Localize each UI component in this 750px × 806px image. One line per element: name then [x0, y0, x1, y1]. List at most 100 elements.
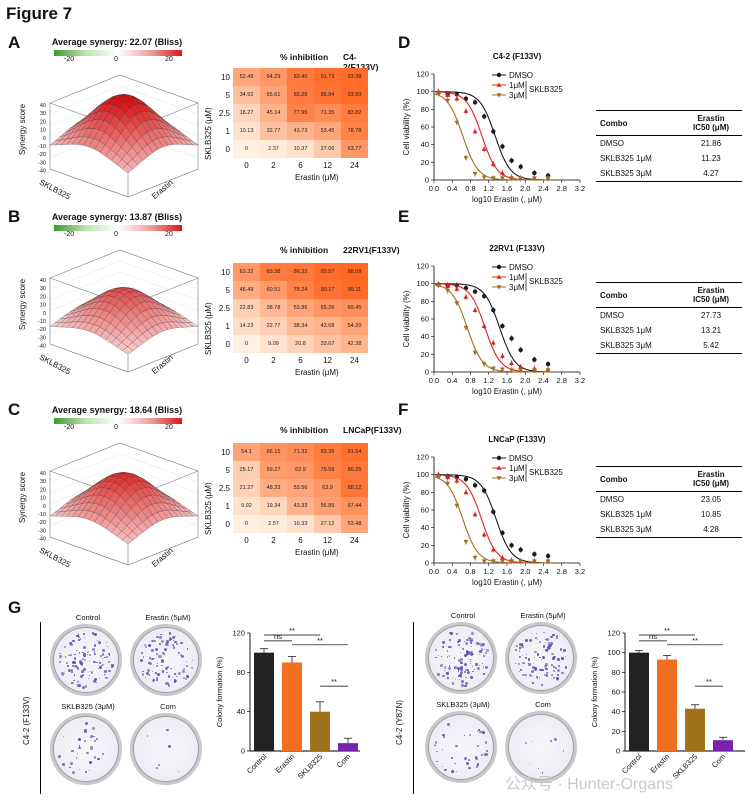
x-tick-label: 3.2: [575, 567, 585, 576]
colony-dot: [476, 730, 478, 732]
heatmap-title: % inhibition: [280, 52, 329, 62]
legend-marker: [496, 72, 502, 78]
heatmap-y-tick: 10: [221, 73, 230, 82]
heatmap-cell: 64.29: [260, 68, 287, 86]
colony-dot: [172, 677, 174, 679]
heatmap-cell: 63.32: [233, 263, 260, 281]
colony-dot: [521, 673, 524, 676]
wall-gridline: [49, 260, 121, 290]
panel-label-a: A: [8, 33, 21, 52]
colony-dot: [515, 649, 518, 652]
colony-dot: [172, 639, 174, 641]
data-point: [545, 368, 551, 373]
data-point: [500, 530, 505, 536]
significance-label: **: [664, 626, 670, 635]
heatmap-cell: 91.54: [341, 443, 368, 461]
colony-dot: [449, 638, 451, 641]
colony-dot: [82, 651, 84, 654]
colony-dot: [185, 660, 188, 663]
heatmap-x-tick: 12: [323, 161, 332, 170]
colony-dot: [156, 676, 159, 679]
colony-dot: [442, 766, 444, 768]
data-point: [463, 294, 469, 299]
colony-dot: [560, 648, 563, 651]
data-point: [532, 357, 537, 362]
y-tick-label: 0: [425, 368, 429, 377]
colony-dot: [464, 676, 467, 679]
colony-dot: [464, 671, 466, 674]
y-tick-label: 120: [607, 629, 620, 638]
colony-dot: [444, 667, 447, 670]
colony-dot: [72, 771, 76, 774]
heatmap-cell: 25.17: [233, 461, 260, 479]
colony-dot: [165, 643, 168, 646]
z-tick-label: -10: [38, 319, 46, 325]
colony-dot: [88, 674, 90, 676]
heatmap-cell: 48.49: [233, 281, 260, 299]
colony-dot: [470, 639, 473, 642]
heatmap-cell: 62.9: [287, 461, 314, 479]
colony-dot: [61, 672, 64, 675]
heatmap-cell: 59.27: [260, 461, 287, 479]
x-tick-label: 1.2: [484, 567, 494, 576]
colony-dot: [556, 679, 558, 681]
synergy-z-label: Synergy score: [18, 278, 27, 330]
colony-dot: [142, 672, 145, 675]
colony-dot: [182, 670, 185, 673]
y-tick-label: 80: [421, 488, 429, 497]
colony-dot: [98, 678, 100, 680]
synergy-colorbar: [54, 50, 182, 56]
heatmap-y-tick: 2.5: [218, 484, 230, 493]
colony-dot: [469, 675, 473, 679]
heatmap-cell: 33.67: [314, 335, 341, 353]
data-point: [545, 361, 551, 367]
heatmap-cell: 10.37: [287, 140, 314, 158]
data-point: [472, 511, 478, 517]
colony-dot: [553, 676, 556, 679]
z-tick-label: 20: [40, 294, 46, 300]
legend-marker: [496, 455, 502, 461]
z-tick-label: 40: [40, 471, 46, 477]
data-point: [532, 551, 537, 557]
colony-dot: [544, 665, 548, 669]
colony-dot: [545, 672, 549, 675]
surface-facet: [122, 164, 134, 174]
colony-dot: [471, 632, 475, 636]
colony-dot: [451, 769, 454, 773]
colony-dot: [73, 674, 76, 677]
y-axis-label: Cell viability (%): [402, 481, 411, 538]
heatmap-cell: 83.82: [341, 104, 368, 122]
heatmap-cell-line: C4-2(F133V): [343, 52, 379, 72]
colony-dot: [102, 754, 104, 756]
colony-dot: [152, 678, 156, 682]
colony-dot: [162, 652, 165, 655]
z-tick-label: -10: [38, 512, 46, 518]
colony-dot: [172, 636, 176, 640]
colony-dot: [479, 730, 483, 734]
table-cell-combo: SKLB325 1μM: [600, 154, 652, 163]
synergy-title: Average synergy: 13.87 (Bliss): [51, 212, 183, 222]
heatmap-cell: 67.44: [341, 497, 368, 515]
wall-gridline: [119, 282, 199, 312]
x-tick-label: 2.8: [557, 376, 567, 385]
dish-label: SKLB325 (3μM): [436, 700, 490, 709]
colony-dot: [485, 741, 488, 744]
x-tick-label: 0.0: [429, 184, 439, 193]
heatmap-cell: 78.78: [341, 122, 368, 140]
heatmap-cell: 10.13: [233, 122, 260, 140]
heatmap-cell: 69.45: [341, 299, 368, 317]
colony-dot: [465, 681, 469, 685]
colony-dot: [527, 658, 531, 662]
colony-dot: [551, 656, 555, 661]
z-tick-label: 10: [40, 128, 46, 134]
colony-dot: [150, 648, 155, 652]
colony-dot: [456, 633, 459, 636]
table-cell-combo: DMSO: [600, 139, 624, 148]
synergy-surface-plot: 40 30 20 10 0 -10 -20 -30 -40: [38, 442, 199, 566]
data-point: [445, 474, 451, 480]
data-point: [481, 532, 487, 537]
x-tick-label: 1.2: [484, 184, 494, 193]
colony-dot: [532, 663, 535, 665]
heatmap-cell: 93.93: [341, 86, 368, 104]
y-tick-label: 40: [421, 523, 429, 532]
